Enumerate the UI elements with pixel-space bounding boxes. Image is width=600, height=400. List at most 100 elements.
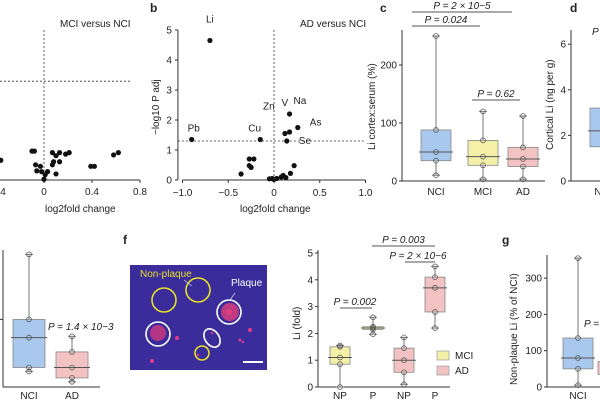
data-point — [433, 157, 439, 164]
box-mci — [467, 139, 499, 166]
data-point — [91, 163, 97, 169]
plaque-spot — [210, 331, 214, 335]
data-point — [66, 150, 72, 156]
data-point — [401, 369, 407, 376]
image-background — [130, 265, 267, 370]
p-value-annotation: P — [592, 27, 599, 38]
data-point — [34, 168, 40, 174]
data-point — [57, 150, 63, 156]
y-tick-label: 0 — [536, 383, 542, 394]
point-label: Se — [299, 136, 312, 147]
y-axis-label-f: Li (fold) — [292, 307, 303, 340]
p-value-annotation: P = 2 × 10−5 — [433, 1, 491, 12]
data-point — [432, 274, 438, 280]
y-tick-label: 200 — [380, 61, 397, 72]
panel-letter: b — [150, 1, 157, 15]
data-point — [69, 378, 75, 385]
x-tick-label: 0 — [41, 187, 47, 198]
y-axis-label-c: Li cortex:serum (%) — [367, 63, 378, 150]
legend-swatch-mci — [436, 350, 450, 361]
plaque-spot — [248, 328, 252, 332]
data-point — [26, 316, 32, 323]
y-tick-label: 0 — [307, 383, 313, 394]
y-tick-label: 2 — [166, 116, 172, 127]
data-point — [31, 148, 37, 154]
x-axis-label-b: log2fold change — [240, 204, 311, 215]
panel-letter: c — [380, 1, 387, 15]
box-nci — [562, 337, 594, 370]
x-tick-label: N — [594, 187, 600, 198]
data-point — [69, 333, 75, 340]
data-point — [520, 144, 526, 151]
plaque-spot — [196, 353, 200, 357]
plaque-spot — [150, 325, 166, 341]
point-label: Li — [206, 15, 214, 26]
chart-title-a: MCI versus NCI — [60, 19, 131, 30]
data-point — [480, 162, 486, 169]
data-point — [26, 251, 32, 258]
data-point — [238, 171, 244, 177]
data-point — [26, 334, 32, 341]
plaque-roi-circle — [145, 321, 171, 347]
y-tick-label: 5 — [307, 249, 313, 260]
x-tick-label: NCI — [20, 391, 37, 400]
data-point — [370, 323, 376, 330]
data-point — [45, 169, 51, 175]
box-nci — [12, 318, 46, 368]
data-point — [480, 137, 486, 144]
data-point — [480, 153, 486, 160]
data-point — [575, 366, 581, 372]
data-point — [287, 170, 294, 176]
y-tick-label: 2 — [560, 131, 566, 142]
data-point — [520, 163, 526, 170]
data-point — [480, 176, 486, 183]
data-point — [337, 384, 343, 390]
x-tick-label: 0 — [271, 188, 277, 199]
data-point — [520, 113, 526, 119]
data-point — [251, 156, 257, 162]
y-tick-label: 300 — [525, 274, 542, 285]
non-plaque-roi-circle — [185, 277, 211, 303]
data-point — [433, 172, 439, 179]
data-point — [520, 176, 526, 183]
y-tick-label: 100 — [380, 119, 397, 130]
data-point — [433, 127, 439, 133]
data-point — [0, 157, 4, 163]
data-point — [115, 150, 121, 156]
x-tick-label: −1.0 — [173, 188, 193, 199]
p-value-annotation: P = 0.003 — [382, 235, 425, 246]
y-axis-label-g: Non-plaque Li (% of NCI) — [509, 273, 520, 385]
panel-letter: d — [570, 1, 577, 15]
x-tick-label: AD — [516, 187, 530, 198]
data-point — [248, 164, 254, 170]
data-point — [283, 175, 289, 181]
y-tick-label: 200 — [525, 310, 542, 321]
data-point — [432, 285, 438, 291]
data-point — [433, 33, 439, 39]
point-label: Pb — [188, 124, 201, 135]
chart-title-b: AD versus NCI — [300, 19, 366, 30]
label-pointer — [183, 279, 193, 287]
data-point — [401, 345, 407, 351]
plaque-spot — [241, 340, 245, 344]
x-tick-label: −0.4 — [0, 187, 6, 198]
microscopy-image — [130, 265, 267, 370]
data-point-na — [286, 111, 293, 117]
x-tick-label: P — [370, 391, 377, 400]
x-tick-label: 0.8 — [133, 187, 147, 198]
data-point — [111, 152, 117, 158]
legend-label: AD — [455, 366, 469, 377]
p-value-annotation: P = 0.024 — [425, 15, 468, 26]
point-label: Cu — [248, 124, 261, 135]
data-point — [370, 314, 376, 321]
data-point — [337, 342, 343, 349]
data-point — [291, 163, 297, 169]
plaque-spot — [221, 303, 239, 321]
box-p — [424, 276, 446, 313]
data-point — [480, 108, 486, 115]
data-point — [53, 153, 59, 159]
point-label: Na — [294, 96, 307, 107]
y-tick-label: 3 — [307, 302, 313, 313]
p-value-annotation: P = 0.002 — [334, 297, 377, 308]
data-point — [39, 169, 45, 175]
